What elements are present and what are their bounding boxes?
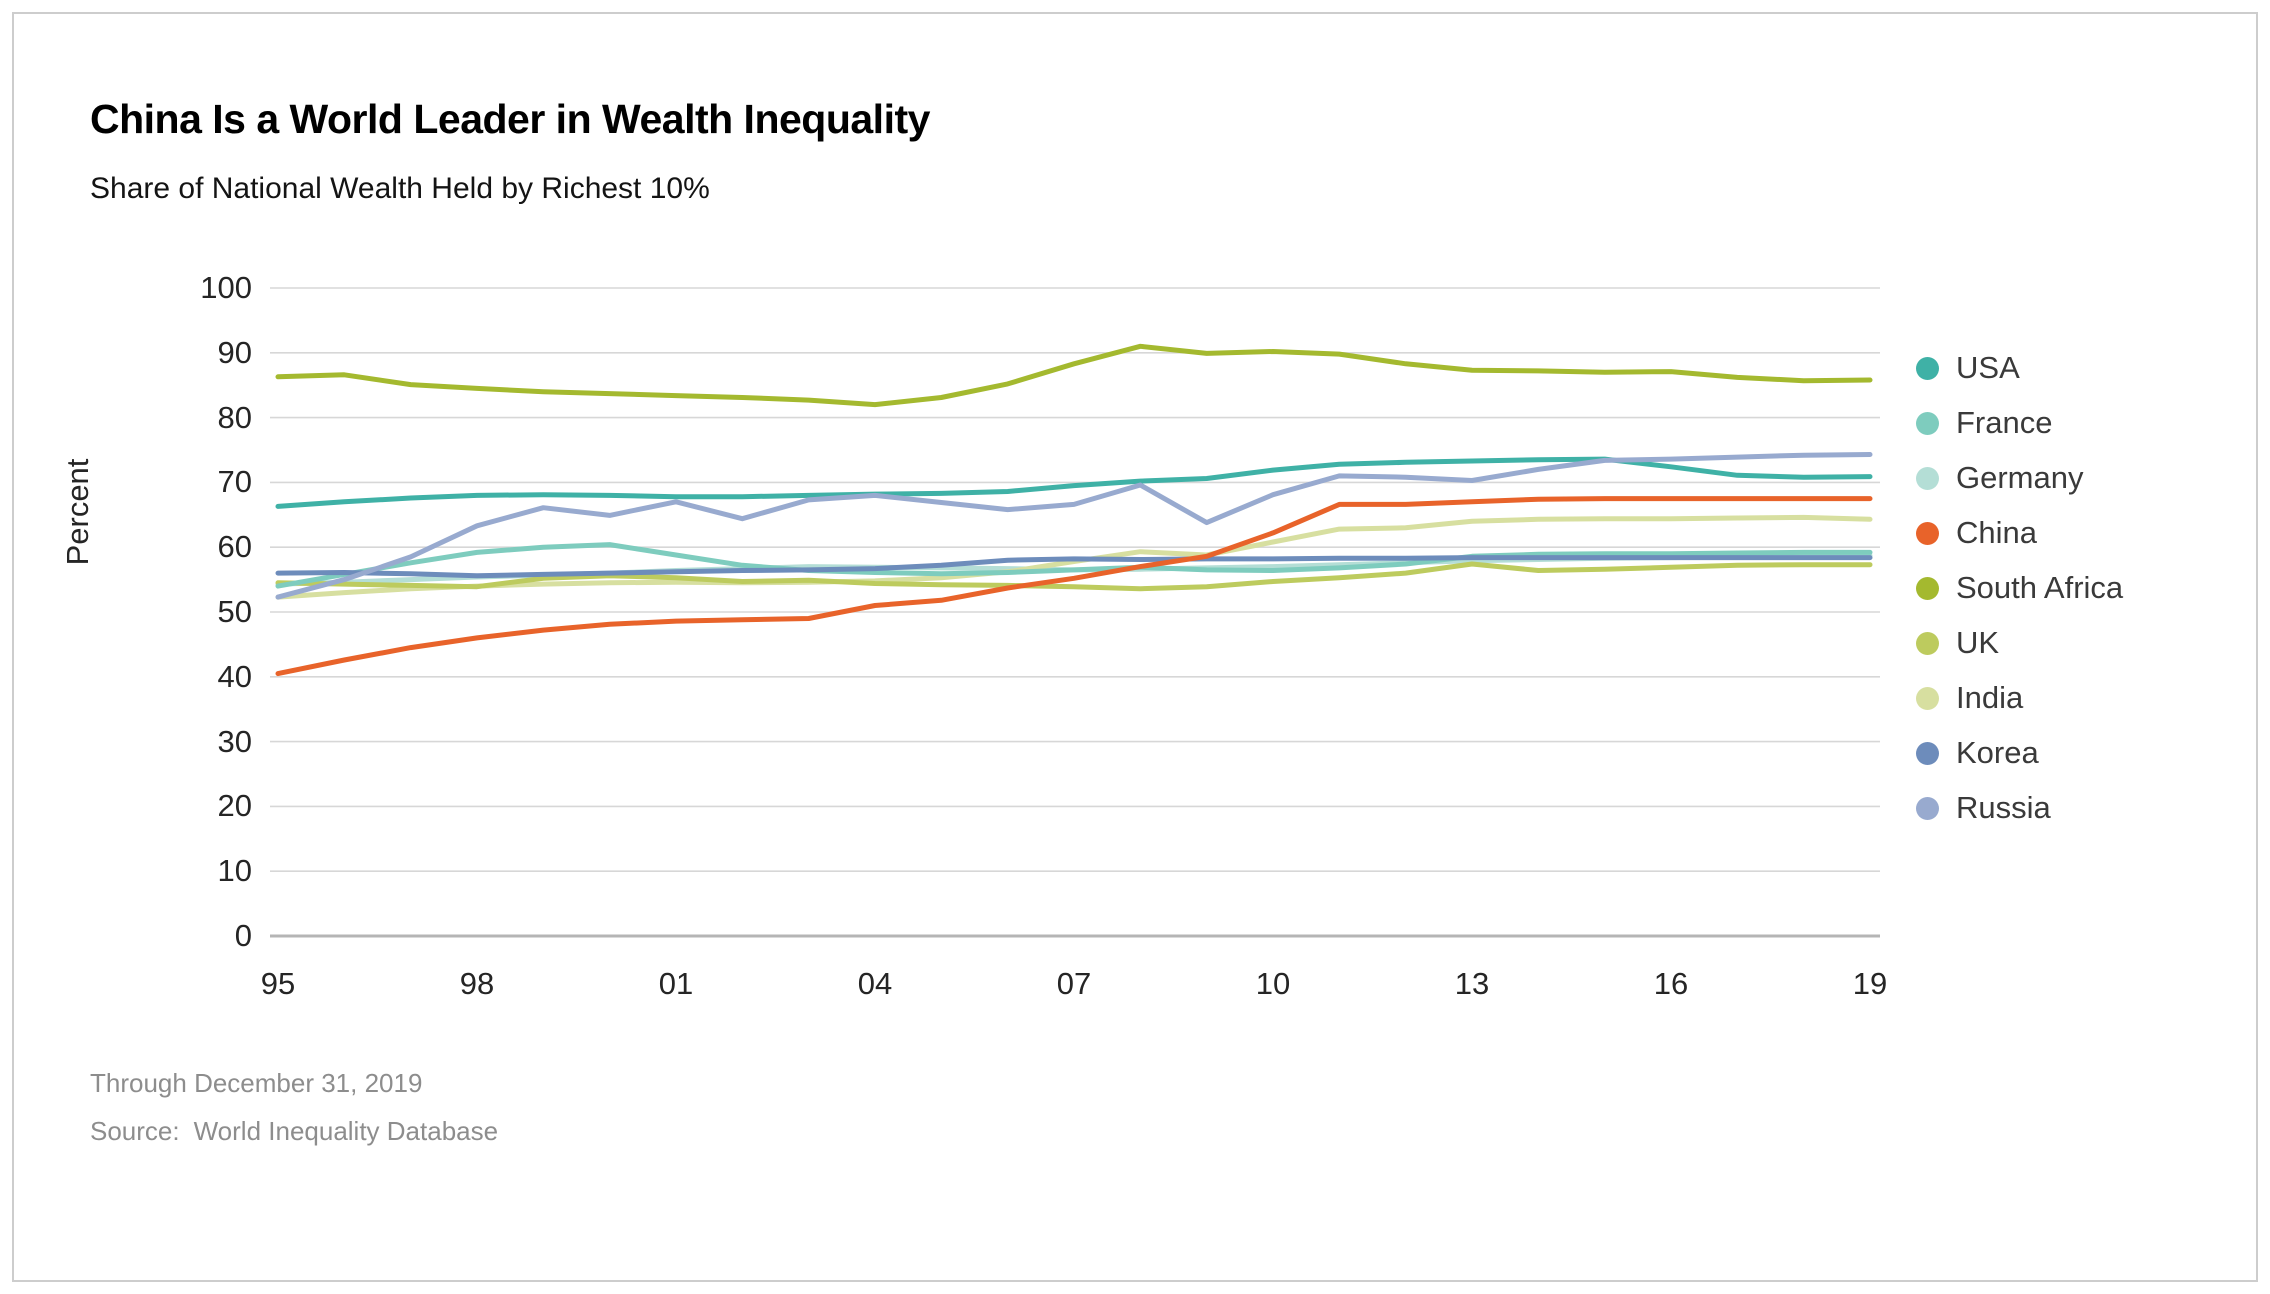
y-tick-label: 30	[217, 723, 252, 759]
y-tick-label: 60	[217, 529, 252, 565]
series-line-korea	[275, 555, 1873, 579]
x-tick-label: 10	[1255, 966, 1291, 1001]
legend-dot-icon	[1916, 521, 1939, 545]
legend-item-russia: Russia	[1916, 790, 2123, 825]
y-tick-label: 20	[217, 788, 252, 824]
legend-label: France	[1956, 405, 2053, 440]
y-tick-label: 90	[217, 334, 252, 370]
x-tick-label: 01	[658, 966, 694, 1001]
source-value: World Inequality Database	[193, 1116, 499, 1146]
legend-dot-icon	[1916, 686, 1939, 710]
series-line-russia	[275, 452, 1873, 600]
legend-dot-icon	[1916, 411, 1939, 435]
legend-item-korea: Korea	[1916, 735, 2123, 770]
card-border	[12, 12, 2258, 1282]
x-tick-label: 95	[260, 966, 296, 1001]
legend-label: South Africa	[1956, 570, 2124, 605]
legend-item-south-africa: South Africa	[1916, 570, 2124, 605]
y-tick-label: 0	[234, 918, 252, 953]
series-line-india	[275, 514, 1873, 600]
legend-dot-icon	[1916, 741, 1939, 765]
chart-title: China Is a World Leader in Wealth Inequa…	[90, 96, 930, 142]
y-tick-label: 70	[217, 464, 252, 500]
footer-note: Through December 31, 2019	[90, 1068, 423, 1098]
y-tick-label: 10	[217, 853, 252, 889]
x-tick-label: 98	[459, 966, 495, 1001]
x-tick-label: 07	[1056, 966, 1092, 1001]
series-line-uk	[275, 561, 1873, 592]
legend-label: UK	[1956, 625, 2000, 660]
legend-dot-icon	[1916, 796, 1939, 820]
legend-label: USA	[1956, 350, 2020, 385]
line-chart	[270, 287, 1880, 938]
y-tick-label: 40	[217, 658, 252, 694]
x-tick-label: 13	[1454, 966, 1490, 1001]
legend-dot-icon	[1916, 576, 1939, 600]
series-line-china	[275, 496, 1873, 677]
legend-item-france: France	[1916, 405, 2123, 440]
legend-item-china: China	[1916, 515, 2123, 550]
legend-label: China	[1956, 515, 2037, 550]
legend: USA France Germany China South Africa UK India…	[1916, 350, 2124, 825]
legend-item-india: India	[1916, 680, 2123, 715]
legend-item-germany: Germany	[1916, 460, 2123, 495]
chart-subtitle: Share of National Wealth Held by Richest…	[90, 172, 710, 205]
series-line-france	[275, 542, 1873, 589]
source-label: Source:	[90, 1116, 180, 1146]
x-tick-label: 19	[1852, 966, 1888, 1001]
y-tick-label: 100	[200, 270, 252, 305]
y-tick-label: 80	[217, 399, 252, 435]
legend-item-uk: UK	[1916, 625, 2123, 660]
y-tick-label: 50	[217, 594, 252, 629]
footer-source: Source: World Inequality Database	[90, 1116, 498, 1147]
series-line-south-africa	[275, 343, 1873, 408]
legend-dot-icon	[1916, 631, 1939, 655]
legend-label: Russia	[1956, 790, 2051, 825]
legend-dot-icon	[1916, 466, 1939, 490]
legend-dot-icon	[1916, 356, 1939, 380]
legend-label: Germany	[1956, 460, 2084, 495]
legend-label: India	[1956, 680, 2024, 715]
plot-area	[270, 287, 1880, 938]
legend-label: Korea	[1956, 735, 2039, 770]
y-axis-title: Percent	[60, 458, 95, 566]
x-tick-label: 04	[857, 966, 893, 1001]
legend-item-usa: USA	[1916, 350, 2123, 385]
x-tick-label: 16	[1653, 966, 1689, 1001]
